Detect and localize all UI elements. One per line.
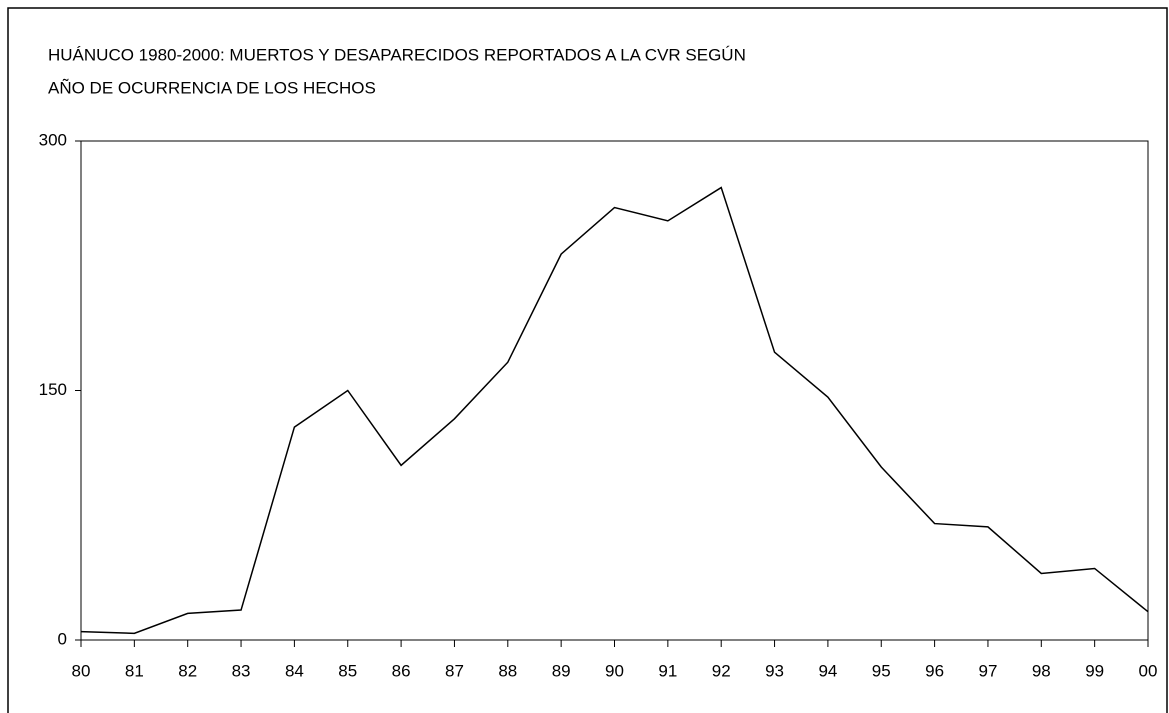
x-tick-label: 85 xyxy=(338,661,357,680)
x-tick-label: 81 xyxy=(125,661,144,680)
x-tick-label: 89 xyxy=(552,661,571,680)
x-tick-label: 82 xyxy=(178,661,197,680)
chart-frame xyxy=(7,7,1168,713)
x-tick-label: 99 xyxy=(1085,661,1104,680)
x-tick-label: 90 xyxy=(605,661,624,680)
x-tick-label: 83 xyxy=(232,661,251,680)
chart-title: HUÁNUCO 1980-2000: MUERTOS Y DESAPARECID… xyxy=(48,45,746,64)
y-tick-label: 300 xyxy=(39,130,67,149)
x-tick-label: 96 xyxy=(925,661,944,680)
x-tick-label: 87 xyxy=(445,661,464,680)
data-line xyxy=(80,186,1149,635)
plot-area xyxy=(80,140,1149,641)
x-tick-label: 86 xyxy=(392,661,411,680)
x-tick-label: 94 xyxy=(818,661,837,680)
x-tick-label: 98 xyxy=(1032,661,1051,680)
x-tick-label: 80 xyxy=(72,661,91,680)
y-tick-label: 0 xyxy=(58,629,67,648)
x-tick-label: 84 xyxy=(285,661,304,680)
x-tick-label: 93 xyxy=(765,661,784,680)
x-tick-label: 00 xyxy=(1139,661,1158,680)
x-tick-label: 92 xyxy=(712,661,731,680)
x-tick-label: 97 xyxy=(978,661,997,680)
y-tick-label: 150 xyxy=(39,380,67,399)
x-tick-label: 91 xyxy=(658,661,677,680)
chart-title: AÑO DE OCURRENCIA DE LOS HECHOS xyxy=(48,78,376,97)
x-tick-label: 88 xyxy=(498,661,517,680)
x-tick-label: 95 xyxy=(872,661,891,680)
